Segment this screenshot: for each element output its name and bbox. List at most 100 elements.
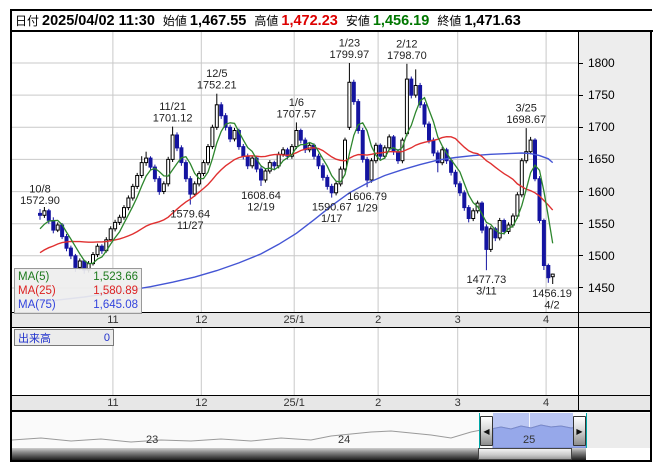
ma5-label: MA(5) xyxy=(18,271,50,283)
annotation-line: 3/11 xyxy=(476,286,497,298)
price-tick-label: 1600 xyxy=(588,184,615,199)
annotation-line: 1752.21 xyxy=(197,80,237,92)
month-label: 4 xyxy=(543,314,550,326)
month-label: 2 xyxy=(375,314,382,326)
ma75-label: MA(75) xyxy=(18,299,56,311)
scrollbar-thumb[interactable] xyxy=(478,448,572,460)
open-label: 始値 xyxy=(162,14,187,28)
year-label: 25 xyxy=(523,434,536,446)
annotation-line: 1799.97 xyxy=(330,49,370,61)
range-navigator[interactable]: ◀ ▶ 23 24 25 xyxy=(12,411,650,448)
annotation-line: 1/29 xyxy=(356,203,377,215)
annotation-line: 1701.12 xyxy=(153,113,193,125)
year-label: 24 xyxy=(338,434,351,446)
annotation-line: 10/8 xyxy=(29,184,50,196)
annotation-line: 11/27 xyxy=(177,220,204,232)
stock-chart-widget: 日付 2025/04/02 11:30 始値 1,467.55 高値 1,472… xyxy=(10,9,653,462)
scrollbar-track-left[interactable] xyxy=(12,448,478,460)
scroll-left-button[interactable]: ◀ xyxy=(480,416,493,446)
month-label: 3 xyxy=(454,314,461,326)
price-tick xyxy=(579,126,583,128)
annotation-line: 1456.19 xyxy=(532,288,572,300)
annotation-line: 1606.79 xyxy=(347,191,387,203)
month-label: 2 xyxy=(375,397,382,409)
price-tick xyxy=(579,255,583,257)
month-label: 11 xyxy=(107,397,119,409)
price-tick xyxy=(579,191,583,193)
annotation-line: 1590.67 xyxy=(312,202,352,214)
low-value: 1,456.19 xyxy=(372,12,430,29)
annotation-line: 12/5 xyxy=(206,68,227,80)
high-label: 高値 xyxy=(254,14,279,28)
high-value: 1,472.23 xyxy=(281,12,338,29)
annotation-line: 1579.64 xyxy=(170,209,210,221)
month-label: 11 xyxy=(107,314,119,326)
annotation-line: 1798.70 xyxy=(387,50,427,62)
history-sparkline xyxy=(12,424,587,448)
annotation-line: 11/21 xyxy=(159,101,186,113)
annotation-line: 12/19 xyxy=(247,202,275,214)
close-value: 1,471.63 xyxy=(464,12,521,29)
ma25-label: MA(25) xyxy=(18,285,56,297)
scrollbar-track-right[interactable] xyxy=(572,448,586,460)
ma75-value: 1,645.08 xyxy=(93,299,138,311)
annotation-line: 1477.73 xyxy=(467,274,507,286)
price-tick-label: 1500 xyxy=(588,248,615,263)
quote-header: 日付 2025/04/02 11:30 始値 1,467.55 高値 1,472… xyxy=(12,11,653,32)
ma5-legend-row: MA(5) 1,523.66 xyxy=(18,270,138,284)
annotation-line: 1/17 xyxy=(321,213,342,225)
selection-edge-right xyxy=(586,413,587,448)
ma25-value: 1,580.89 xyxy=(93,285,138,297)
volume-label-box: 出来高 0 xyxy=(14,329,114,346)
candlestick-svg: 10/81572.9011/211701.121579.6411/2712/51… xyxy=(12,32,578,312)
horizontal-scrollbar[interactable] xyxy=(12,448,650,460)
month-label: 25/1 xyxy=(283,314,305,326)
volume-value: 0 xyxy=(103,331,110,344)
scroll-right-button[interactable]: ▶ xyxy=(573,416,586,446)
left-arrow-icon: ◀ xyxy=(483,426,490,436)
low-label: 安値 xyxy=(345,14,370,28)
date-label: 日付 xyxy=(15,14,40,28)
month-label: 4 xyxy=(543,397,550,409)
month-label: 25/1 xyxy=(283,397,305,409)
right-arrow-icon: ▶ xyxy=(576,426,583,436)
month-label: 12 xyxy=(195,314,208,326)
date-value: 2025/04/02 11:30 xyxy=(42,12,155,29)
ma25-legend-row: MA(25) 1,580.89 xyxy=(18,284,138,298)
annotation-line: 1/23 xyxy=(339,38,360,50)
close-label: 終値 xyxy=(437,14,462,28)
candlestick-plot[interactable]: 10/8 1572.90 11/21 1701.12 1579.64 11/27 12/5 1… xyxy=(12,32,578,312)
month-label: 12 xyxy=(195,397,208,409)
navigator-right-filler xyxy=(586,413,650,448)
price-tick-label: 1750 xyxy=(588,88,615,103)
annotation-line: 2/12 xyxy=(396,38,417,50)
annotation-line: 4/2 xyxy=(544,300,559,312)
ma-legend: MA(5) 1,523.66 MA(25) 1,580.89 MA(75) 1,… xyxy=(14,268,142,314)
annotation-line: 1/6 xyxy=(289,97,304,109)
price-tick xyxy=(579,158,583,160)
price-tick-label: 1450 xyxy=(588,280,615,295)
price-tick-label: 1550 xyxy=(588,216,615,231)
annotation-line: 1698.67 xyxy=(506,114,546,126)
price-tick xyxy=(579,223,583,225)
annotation-line: 1608.64 xyxy=(241,190,281,202)
x-axis-strip-upper: 11 12 25/1 2 3 4 xyxy=(12,312,650,328)
price-axis-panel: 1800 1750 1700 1650 1600 1550 1500 1450 xyxy=(578,32,650,312)
ma75-legend-row: MA(75) 1,645.08 xyxy=(18,298,138,312)
price-tick-label: 1800 xyxy=(588,56,615,70)
selection-edge-left xyxy=(479,413,480,448)
x-axis-strip-lower: 11 12 25/1 2 3 4 xyxy=(12,395,650,411)
open-value: 1,467.55 xyxy=(189,12,247,29)
annotation-line: 1572.90 xyxy=(20,195,60,207)
ma5-value: 1,523.66 xyxy=(93,271,138,283)
axis-divider xyxy=(578,32,579,411)
price-tick xyxy=(579,94,583,96)
annotation-line: 1707.57 xyxy=(276,108,316,120)
volume-label: 出来高 xyxy=(18,332,51,345)
price-tick xyxy=(579,62,583,64)
volume-axis-panel xyxy=(579,328,650,395)
price-tick-label: 1650 xyxy=(588,152,615,167)
price-tick xyxy=(579,287,583,289)
price-tick-label: 1700 xyxy=(588,120,615,135)
year-label: 23 xyxy=(146,434,159,446)
